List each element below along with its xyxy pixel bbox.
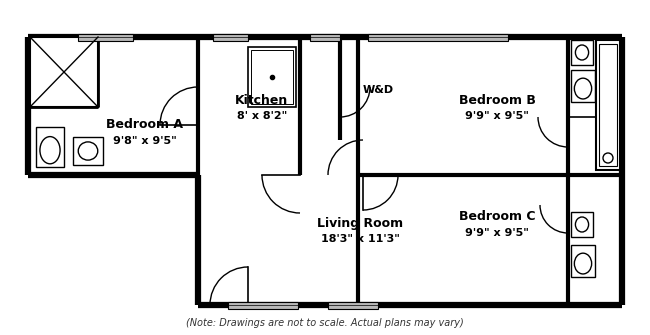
Bar [571, 212, 593, 237]
Text: 9'9" x 9'5": 9'9" x 9'5" [465, 228, 529, 238]
Ellipse shape [78, 142, 98, 160]
Bar [36, 127, 64, 167]
Bar [228, 302, 298, 309]
Text: 9'8" x 9'5": 9'8" x 9'5" [113, 136, 177, 146]
Bar [73, 137, 103, 165]
Text: W&D: W&D [363, 85, 393, 95]
Bar [368, 34, 508, 41]
Bar [596, 40, 620, 170]
Bar [30, 37, 98, 107]
Bar [248, 47, 296, 107]
Bar [78, 34, 133, 41]
Text: (Note: Drawings are not to scale. Actual plans may vary): (Note: Drawings are not to scale. Actual… [186, 318, 464, 328]
Text: Living Room: Living Room [317, 216, 403, 229]
Ellipse shape [575, 78, 592, 99]
Text: 18'3" x 11'3": 18'3" x 11'3" [320, 234, 400, 244]
Bar [599, 44, 617, 166]
Ellipse shape [575, 217, 589, 232]
Bar [251, 50, 293, 104]
Bar [571, 70, 595, 102]
Text: Kitchen: Kitchen [235, 93, 289, 107]
Bar [213, 34, 248, 41]
Bar [328, 302, 378, 309]
Text: Bedroom A: Bedroom A [107, 119, 183, 132]
Ellipse shape [575, 45, 589, 60]
Ellipse shape [40, 137, 60, 164]
Bar [310, 34, 340, 41]
Text: Bedroom B: Bedroom B [458, 93, 536, 107]
Text: 9'9" x 9'5": 9'9" x 9'5" [465, 111, 529, 121]
Ellipse shape [575, 253, 592, 274]
Text: 8' x 8'2": 8' x 8'2" [237, 111, 287, 121]
Bar [571, 40, 593, 65]
Text: Bedroom C: Bedroom C [459, 210, 535, 223]
Bar [571, 245, 595, 277]
